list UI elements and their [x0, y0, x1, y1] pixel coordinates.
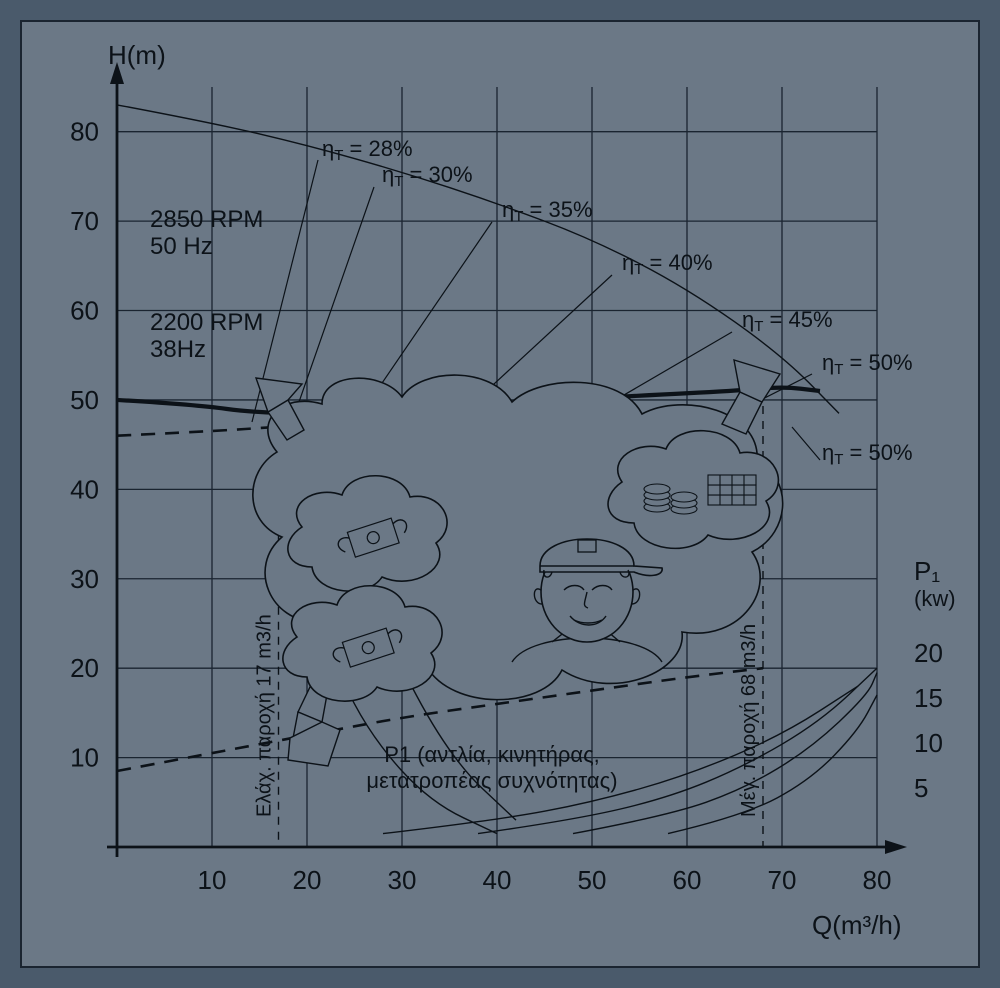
x-axis-title: Q(m³/h): [812, 910, 902, 940]
dashed-start-2200: [117, 427, 279, 436]
p1-title: P₁: [914, 556, 940, 586]
max-flow-label: Μέγ. παροχή 68 m3/h: [738, 624, 760, 817]
svg-text:15: 15: [914, 683, 943, 713]
svg-text:20: 20: [70, 653, 99, 683]
svg-text:30: 30: [388, 865, 417, 895]
p1-annotation-line2: μετατροπέας συχνότητας): [366, 768, 617, 793]
x-tick-labels: 10 20 30 40 50 60 70 80: [198, 865, 892, 895]
min-flow-label: Ελάχ. παροχή 17 m3/h: [254, 614, 276, 817]
svg-text:60: 60: [70, 296, 99, 326]
svg-text:50: 50: [70, 385, 99, 415]
svg-text:ηT = 35%: ηT = 35%: [502, 197, 593, 225]
svg-text:30: 30: [70, 564, 99, 594]
svg-text:40: 40: [70, 474, 99, 504]
svg-text:ηT = 28%: ηT = 28%: [322, 136, 413, 164]
p1-unit: (kw): [914, 586, 956, 611]
svg-text:70: 70: [70, 206, 99, 236]
rpm-2200-line1: 2200 RPM: [150, 309, 263, 336]
p1-annotation-line1: P1 (αντλία, κινητήρας,: [384, 742, 600, 767]
svg-text:80: 80: [70, 117, 99, 147]
svg-text:60: 60: [673, 865, 702, 895]
svg-text:10: 10: [914, 728, 943, 758]
cartoon-illustration: [253, 360, 783, 766]
rpm-2200-line2: 38Hz: [150, 336, 206, 363]
svg-text:5: 5: [914, 773, 928, 803]
svg-text:40: 40: [483, 865, 512, 895]
svg-text:10: 10: [198, 865, 227, 895]
pump-chart: 10 20 30 40 50 60 70 80 10 20 30 40 50 60 70 80 H(m) Q…: [22, 22, 982, 970]
svg-text:20: 20: [293, 865, 322, 895]
p1-ticks: 20 15 10 5: [914, 638, 943, 803]
svg-text:10: 10: [70, 743, 99, 773]
svg-text:20: 20: [914, 638, 943, 668]
svg-text:50: 50: [578, 865, 607, 895]
svg-text:70: 70: [768, 865, 797, 895]
y-axis-title: H(m): [108, 40, 166, 70]
y-tick-labels: 10 20 30 40 50 60 70 80: [70, 117, 99, 773]
hq-curve-2850: [117, 105, 839, 413]
svg-text:ηT = 50%: ηT = 50%: [822, 350, 913, 378]
svg-text:ηT = 30%: ηT = 30%: [382, 162, 473, 190]
rpm-2850-line1: 2850 RPM: [150, 206, 263, 233]
svg-text:80: 80: [863, 865, 892, 895]
svg-text:ηT = 50%: ηT = 50%: [822, 440, 913, 468]
rpm-2850-line2: 50 Hz: [150, 233, 213, 260]
svg-text:ηT = 40%: ηT = 40%: [622, 250, 713, 278]
svg-text:ηT = 45%: ηT = 45%: [742, 307, 833, 335]
